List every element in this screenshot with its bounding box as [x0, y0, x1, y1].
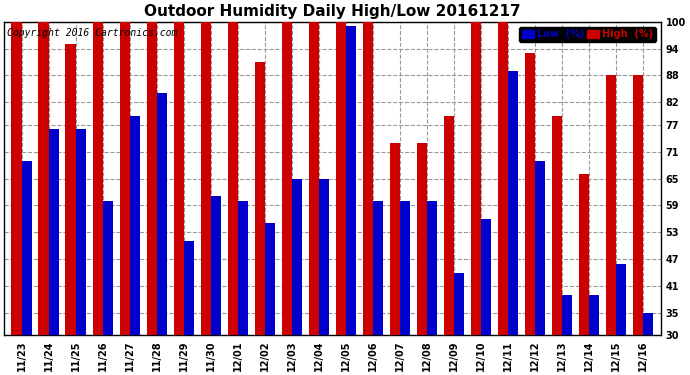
Bar — [444, 116, 454, 375]
Bar — [21, 160, 32, 375]
Bar — [336, 22, 346, 375]
Bar — [508, 71, 518, 375]
Bar — [363, 22, 373, 375]
Bar — [589, 295, 600, 375]
Bar — [228, 22, 238, 375]
Bar — [454, 273, 464, 375]
Bar — [201, 22, 211, 375]
Bar — [255, 62, 265, 375]
Bar — [562, 295, 573, 375]
Bar — [12, 22, 21, 375]
Bar — [92, 22, 103, 375]
Bar — [417, 143, 427, 375]
Bar — [552, 116, 562, 375]
Bar — [119, 22, 130, 375]
Bar — [471, 22, 481, 375]
Bar — [535, 160, 545, 375]
Legend: Low  (%), High  (%): Low (%), High (%) — [520, 27, 656, 42]
Bar — [346, 26, 356, 375]
Bar — [238, 201, 248, 375]
Bar — [49, 129, 59, 375]
Bar — [427, 201, 437, 375]
Bar — [39, 22, 49, 375]
Title: Outdoor Humidity Daily High/Low 20161217: Outdoor Humidity Daily High/Low 20161217 — [144, 4, 521, 19]
Bar — [616, 264, 627, 375]
Bar — [130, 116, 140, 375]
Bar — [146, 22, 157, 375]
Bar — [292, 178, 302, 375]
Bar — [643, 313, 653, 375]
Bar — [265, 224, 275, 375]
Bar — [373, 201, 383, 375]
Bar — [157, 93, 167, 375]
Bar — [400, 201, 411, 375]
Bar — [579, 174, 589, 375]
Bar — [497, 22, 508, 375]
Bar — [633, 75, 643, 375]
Bar — [525, 53, 535, 375]
Bar — [184, 241, 194, 375]
Bar — [606, 75, 616, 375]
Bar — [319, 178, 329, 375]
Bar — [174, 22, 184, 375]
Bar — [66, 44, 76, 375]
Bar — [211, 196, 221, 375]
Bar — [103, 201, 113, 375]
Bar — [390, 143, 400, 375]
Bar — [282, 22, 292, 375]
Bar — [76, 129, 86, 375]
Bar — [308, 22, 319, 375]
Bar — [481, 219, 491, 375]
Text: Copyright 2016 Cartronics.com: Copyright 2016 Cartronics.com — [8, 28, 178, 38]
